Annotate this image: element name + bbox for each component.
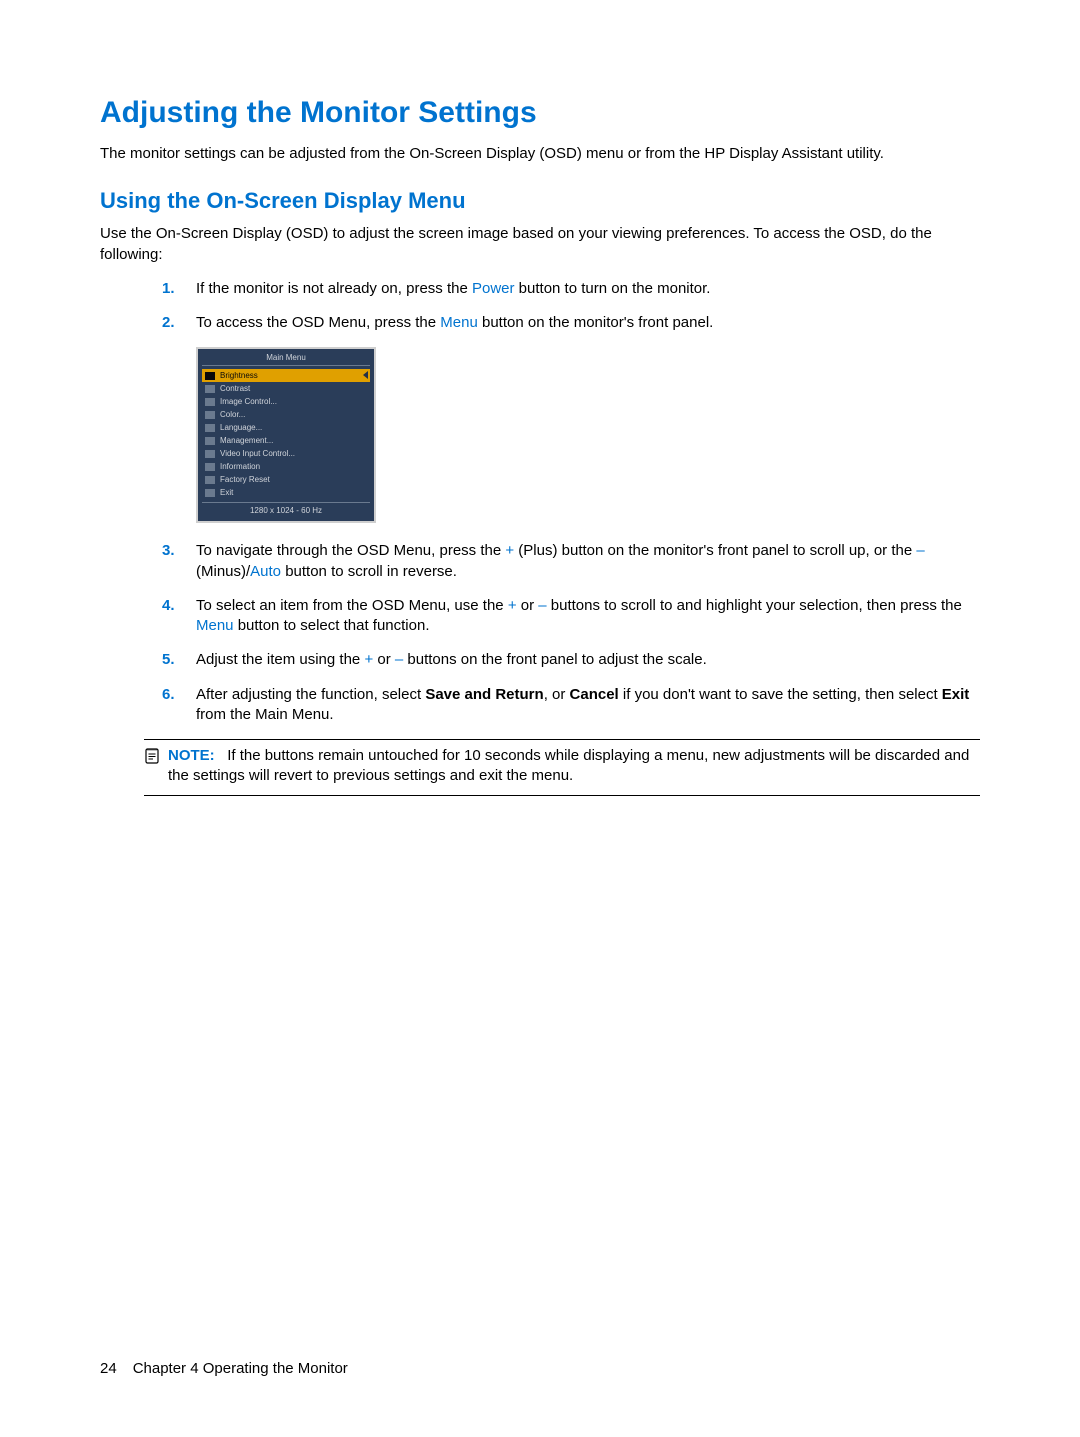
osd-footer: 1280 x 1024 - 60 Hz [202, 502, 370, 515]
osd-item-icon [205, 424, 215, 432]
heading-adjusting: Adjusting the Monitor Settings [100, 96, 980, 130]
osd-item-label: Contrast [220, 384, 250, 393]
osd-title: Main Menu [202, 353, 370, 366]
page: Adjusting the Monitor Settings The monit… [0, 0, 1080, 1437]
osd-item-icon [205, 463, 215, 471]
chapter-label: Chapter 4 Operating the Monitor [133, 1360, 348, 1377]
step-6-number: 6. [162, 685, 196, 705]
step-2-text: To access the OSD Menu, press the Menu b… [196, 313, 980, 333]
step-2-number: 2. [162, 313, 196, 333]
step-6-text: After adjusting the function, select Sav… [196, 685, 980, 726]
osd-item: Brightness [202, 369, 370, 382]
osd-screenshot: Main Menu Brightness Contrast Image Contro… [196, 347, 376, 523]
osd-item-label: Information [220, 462, 260, 471]
note-text: If the buttons remain untouched for 10 s… [168, 747, 969, 784]
plus-symbol: + [364, 651, 373, 668]
osd-item-icon [205, 372, 215, 380]
osd-item: Image Control... [202, 395, 370, 408]
osd-item: Management... [202, 434, 370, 447]
minus-symbol: – [916, 542, 924, 559]
intro2-paragraph: Use the On-Screen Display (OSD) to adjus… [100, 224, 980, 265]
step-1-text: If the monitor is not already on, press … [196, 279, 980, 299]
menu-label: Menu [196, 617, 234, 634]
power-label: Power [472, 280, 515, 297]
auto-label: Auto [250, 563, 281, 580]
osd-item-icon [205, 476, 215, 484]
osd-item: Language... [202, 421, 370, 434]
osd-item-label: Video Input Control... [220, 449, 295, 458]
step-3-number: 3. [162, 541, 196, 561]
steps-list: 1. If the monitor is not already on, pre… [162, 279, 980, 334]
step-3: 3. To navigate through the OSD Menu, pre… [162, 541, 980, 582]
step-4-number: 4. [162, 596, 196, 616]
step-4-text: To select an item from the OSD Menu, use… [196, 596, 980, 637]
plus-symbol: + [508, 597, 517, 614]
step-5-text: Adjust the item using the + or – buttons… [196, 650, 980, 670]
save-return-label: Save and Return [425, 686, 543, 703]
cancel-label: Cancel [570, 686, 619, 703]
note-body: NOTE: If the buttons remain untouched fo… [168, 746, 980, 787]
intro-paragraph: The monitor settings can be adjusted fro… [100, 144, 980, 164]
exit-label: Exit [942, 686, 970, 703]
step-3-text: To navigate through the OSD Menu, press … [196, 541, 980, 582]
step-1-number: 1. [162, 279, 196, 299]
osd-item-label: Image Control... [220, 397, 277, 406]
osd-item-icon [205, 437, 215, 445]
osd-item-label: Factory Reset [220, 475, 270, 484]
note-box: NOTE: If the buttons remain untouched fo… [144, 739, 980, 796]
step-4: 4. To select an item from the OSD Menu, … [162, 596, 980, 637]
osd-item-label: Language... [220, 423, 262, 432]
osd-item-icon [205, 450, 215, 458]
menu-label: Menu [440, 314, 478, 331]
osd-item: Video Input Control... [202, 447, 370, 460]
osd-item: Factory Reset [202, 473, 370, 486]
osd-item-icon [205, 411, 215, 419]
osd-item-label: Brightness [220, 371, 258, 380]
note-icon [144, 747, 162, 787]
osd-item: Color... [202, 408, 370, 421]
step-6: 6. After adjusting the function, select … [162, 685, 980, 726]
osd-item-icon [205, 489, 215, 497]
step-1: 1. If the monitor is not already on, pre… [162, 279, 980, 299]
osd-item: Contrast [202, 382, 370, 395]
osd-item-icon [205, 398, 215, 406]
heading-osd: Using the On-Screen Display Menu [100, 188, 980, 214]
osd-item-label: Management... [220, 436, 273, 445]
steps-list-cont: 3. To navigate through the OSD Menu, pre… [162, 541, 980, 725]
osd-panel: Main Menu Brightness Contrast Image Contro… [196, 347, 376, 523]
osd-item-icon [205, 385, 215, 393]
osd-item-label: Color... [220, 410, 245, 419]
osd-item-label: Exit [220, 488, 233, 497]
osd-item: Information [202, 460, 370, 473]
page-footer: 24 Chapter 4 Operating the Monitor [100, 1360, 348, 1377]
step-2: 2. To access the OSD Menu, press the Men… [162, 313, 980, 333]
osd-item: Exit [202, 486, 370, 499]
note-label: NOTE: [168, 747, 215, 764]
plus-symbol: + [505, 542, 514, 559]
minus-symbol: – [538, 597, 546, 614]
minus-symbol: – [395, 651, 403, 668]
page-number: 24 [100, 1360, 117, 1377]
step-5-number: 5. [162, 650, 196, 670]
step-5: 5. Adjust the item using the + or – butt… [162, 650, 980, 670]
